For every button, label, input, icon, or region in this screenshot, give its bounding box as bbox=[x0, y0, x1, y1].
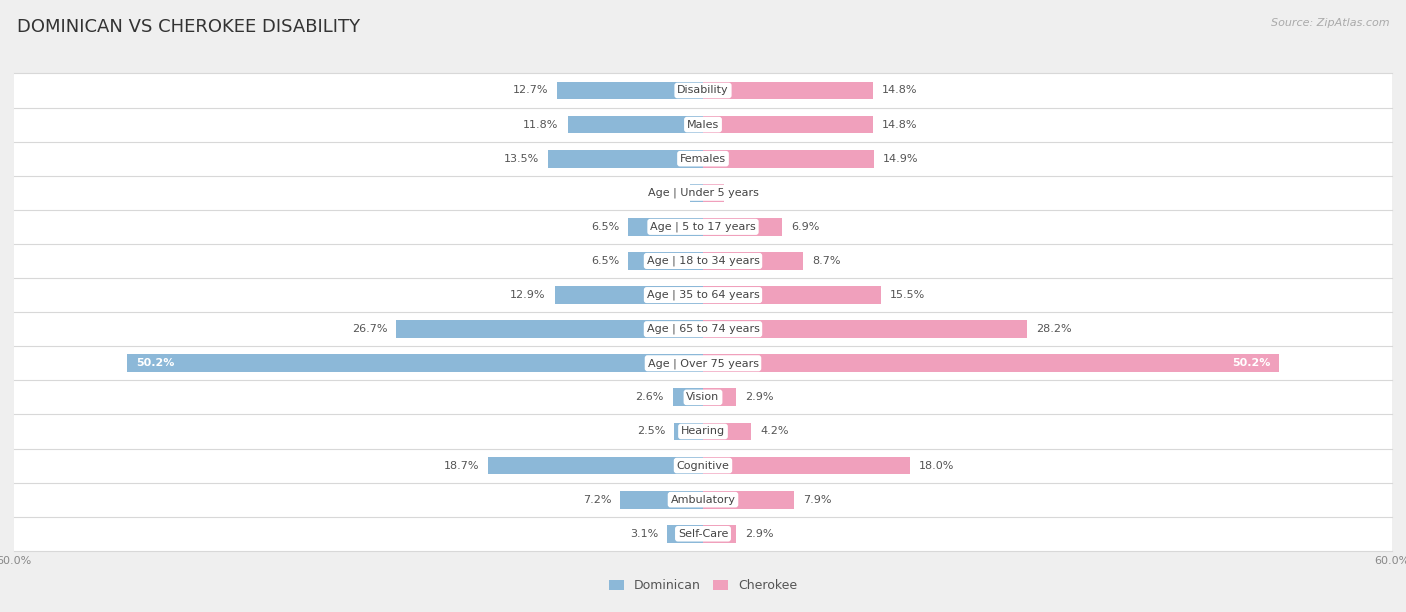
Text: Self-Care: Self-Care bbox=[678, 529, 728, 539]
Text: 4.2%: 4.2% bbox=[761, 427, 789, 436]
Text: 1.8%: 1.8% bbox=[733, 188, 761, 198]
Text: 6.9%: 6.9% bbox=[792, 222, 820, 232]
Bar bbox=[555, 286, 703, 304]
Text: Ambulatory: Ambulatory bbox=[671, 494, 735, 505]
Bar bbox=[14, 483, 1392, 517]
Text: 6.5%: 6.5% bbox=[591, 222, 619, 232]
Text: Cognitive: Cognitive bbox=[676, 461, 730, 471]
Bar bbox=[703, 81, 873, 99]
Bar bbox=[703, 457, 910, 474]
Bar bbox=[628, 252, 703, 270]
Text: Age | 35 to 64 years: Age | 35 to 64 years bbox=[647, 290, 759, 300]
Text: Age | 18 to 34 years: Age | 18 to 34 years bbox=[647, 256, 759, 266]
Text: Source: ZipAtlas.com: Source: ZipAtlas.com bbox=[1271, 18, 1389, 28]
Bar bbox=[396, 320, 703, 338]
Bar bbox=[703, 218, 782, 236]
Bar bbox=[703, 184, 724, 201]
Text: 14.8%: 14.8% bbox=[882, 119, 918, 130]
Text: 1.1%: 1.1% bbox=[652, 188, 681, 198]
Text: 2.9%: 2.9% bbox=[745, 392, 773, 402]
Bar bbox=[14, 108, 1392, 141]
Text: 50.2%: 50.2% bbox=[1232, 358, 1270, 368]
Text: Age | Under 5 years: Age | Under 5 years bbox=[648, 187, 758, 198]
Text: 18.7%: 18.7% bbox=[444, 461, 479, 471]
Bar bbox=[703, 252, 803, 270]
Bar bbox=[14, 141, 1392, 176]
Bar bbox=[14, 73, 1392, 108]
Bar bbox=[14, 517, 1392, 551]
Bar bbox=[668, 525, 703, 543]
Text: 6.5%: 6.5% bbox=[591, 256, 619, 266]
Text: 11.8%: 11.8% bbox=[523, 119, 558, 130]
Text: 12.7%: 12.7% bbox=[513, 86, 548, 95]
Text: Females: Females bbox=[681, 154, 725, 163]
Text: Age | 65 to 74 years: Age | 65 to 74 years bbox=[647, 324, 759, 334]
Text: Males: Males bbox=[688, 119, 718, 130]
Text: 14.9%: 14.9% bbox=[883, 154, 918, 163]
Bar bbox=[127, 354, 703, 372]
Text: 12.9%: 12.9% bbox=[510, 290, 546, 300]
Text: 15.5%: 15.5% bbox=[890, 290, 925, 300]
Bar bbox=[14, 244, 1392, 278]
Text: Disability: Disability bbox=[678, 86, 728, 95]
Text: Hearing: Hearing bbox=[681, 427, 725, 436]
Text: 3.1%: 3.1% bbox=[630, 529, 658, 539]
Bar bbox=[488, 457, 703, 474]
Bar bbox=[557, 81, 703, 99]
Bar bbox=[703, 116, 873, 133]
Bar bbox=[690, 184, 703, 201]
Text: DOMINICAN VS CHEROKEE DISABILITY: DOMINICAN VS CHEROKEE DISABILITY bbox=[17, 18, 360, 36]
Bar bbox=[14, 449, 1392, 483]
Text: 26.7%: 26.7% bbox=[352, 324, 387, 334]
Bar bbox=[703, 150, 875, 168]
Text: 18.0%: 18.0% bbox=[920, 461, 955, 471]
Text: 2.9%: 2.9% bbox=[745, 529, 773, 539]
Bar bbox=[628, 218, 703, 236]
Text: 28.2%: 28.2% bbox=[1036, 324, 1071, 334]
Bar bbox=[703, 389, 737, 406]
Text: Age | Over 75 years: Age | Over 75 years bbox=[648, 358, 758, 368]
Bar bbox=[620, 491, 703, 509]
Text: Vision: Vision bbox=[686, 392, 720, 402]
Bar bbox=[703, 423, 751, 440]
Text: 8.7%: 8.7% bbox=[813, 256, 841, 266]
Bar bbox=[673, 389, 703, 406]
Bar bbox=[14, 176, 1392, 210]
Bar bbox=[568, 116, 703, 133]
Text: 7.9%: 7.9% bbox=[803, 494, 831, 505]
Bar bbox=[703, 525, 737, 543]
Text: 2.5%: 2.5% bbox=[637, 427, 665, 436]
Bar bbox=[675, 423, 703, 440]
Bar bbox=[703, 491, 794, 509]
Bar bbox=[14, 312, 1392, 346]
Bar bbox=[548, 150, 703, 168]
Bar bbox=[14, 346, 1392, 380]
Text: 13.5%: 13.5% bbox=[503, 154, 538, 163]
Bar bbox=[703, 286, 882, 304]
Text: Age | 5 to 17 years: Age | 5 to 17 years bbox=[650, 222, 756, 232]
Text: 7.2%: 7.2% bbox=[582, 494, 612, 505]
Bar bbox=[703, 320, 1026, 338]
Bar bbox=[14, 414, 1392, 449]
Bar bbox=[14, 210, 1392, 244]
Bar bbox=[14, 380, 1392, 414]
Legend: Dominican, Cherokee: Dominican, Cherokee bbox=[603, 574, 803, 597]
Text: 14.8%: 14.8% bbox=[882, 86, 918, 95]
Bar bbox=[703, 354, 1279, 372]
Text: 2.6%: 2.6% bbox=[636, 392, 664, 402]
Bar bbox=[14, 278, 1392, 312]
Text: 50.2%: 50.2% bbox=[136, 358, 174, 368]
